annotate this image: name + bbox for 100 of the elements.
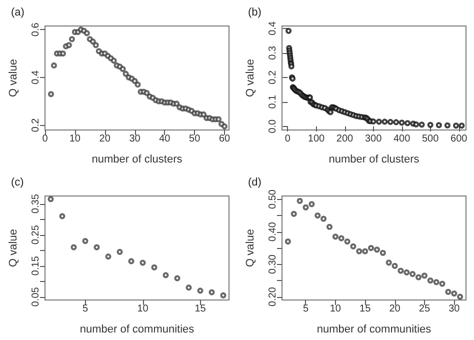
point xyxy=(421,272,428,279)
y-axis-title: Q value xyxy=(244,59,256,97)
point xyxy=(134,82,141,88)
x-tick-label: 600 xyxy=(450,134,468,144)
point xyxy=(302,204,309,210)
point xyxy=(326,224,332,230)
point xyxy=(84,30,90,36)
point xyxy=(122,70,129,77)
point xyxy=(110,58,117,64)
point xyxy=(92,42,99,48)
point xyxy=(60,50,66,56)
x-tick-label: 50 xyxy=(189,134,201,144)
point xyxy=(174,275,180,282)
point xyxy=(216,116,222,122)
point xyxy=(368,245,374,251)
point xyxy=(116,248,123,255)
y-tick-label: 0.25 xyxy=(30,224,42,245)
x-tick-label: 40 xyxy=(159,134,171,144)
y-axis-title: Q value xyxy=(8,229,20,267)
point xyxy=(48,196,54,202)
point xyxy=(404,269,410,276)
x-tick-label: 30 xyxy=(448,304,460,314)
point xyxy=(200,111,207,118)
chart-title: (d) xyxy=(248,176,262,188)
point xyxy=(410,271,416,277)
point xyxy=(208,289,215,296)
y-tick-label: 0.20 xyxy=(268,286,278,306)
y-tick-label: 0.0 xyxy=(268,118,278,134)
point xyxy=(174,100,180,107)
point xyxy=(451,290,458,296)
y-tick-label: 0.35 xyxy=(30,194,42,214)
point xyxy=(374,246,380,253)
point xyxy=(105,254,112,260)
point xyxy=(427,278,434,284)
x-tick-label: 60 xyxy=(218,134,231,144)
x-tick-label: 5 xyxy=(82,304,88,314)
point xyxy=(356,248,362,254)
point xyxy=(308,201,315,208)
x-axis-title: number of clusters xyxy=(328,154,420,166)
point xyxy=(338,235,344,242)
x-axis-title: number of communities xyxy=(80,324,195,336)
point xyxy=(94,244,100,250)
point xyxy=(362,248,368,254)
point xyxy=(314,212,321,218)
point xyxy=(222,123,228,130)
x-tick-label: 20 xyxy=(99,134,111,144)
y-tick-label: 0.4 xyxy=(30,70,42,84)
x-tick-label: 5 xyxy=(302,304,309,314)
x-tick-label: 100 xyxy=(308,134,326,144)
y-axis-title: Q value xyxy=(8,59,20,97)
x-tick-label: 10 xyxy=(137,304,149,314)
x-tick-label: 15 xyxy=(360,304,372,314)
point xyxy=(296,198,303,204)
point xyxy=(90,38,96,45)
point xyxy=(140,260,146,266)
point xyxy=(50,62,57,68)
x-tick-label: 15 xyxy=(194,304,206,314)
y-tick-label: 0.40 xyxy=(268,222,278,242)
x-tick-label: 300 xyxy=(364,134,382,144)
point xyxy=(332,234,338,240)
y-axis-title: Q value xyxy=(244,229,256,267)
chart-title: (a) xyxy=(11,6,24,18)
y-tick-label: 0.3 xyxy=(268,46,278,60)
point xyxy=(380,250,386,256)
y-tick-label: 0.05 xyxy=(30,286,42,307)
y-tick-label: 0.30 xyxy=(268,254,278,274)
point xyxy=(120,66,126,72)
x-tick-label: 10 xyxy=(330,304,342,314)
chart-title: (c) xyxy=(11,176,24,188)
point xyxy=(457,294,464,300)
x-axis-title: number of clusters xyxy=(92,154,183,166)
x-tick-label: 10 xyxy=(69,134,81,144)
y-tick-label: 0.50 xyxy=(268,189,278,209)
y-tick-label: 0.4 xyxy=(268,21,278,36)
point xyxy=(132,78,138,84)
point xyxy=(350,243,356,250)
x-tick-label: 0 xyxy=(42,134,48,144)
point xyxy=(151,264,158,270)
point xyxy=(445,288,452,295)
x-tick-label: 20 xyxy=(389,304,401,314)
y-tick-label: 0.2 xyxy=(268,70,278,84)
point xyxy=(59,213,66,220)
point xyxy=(128,258,134,264)
point xyxy=(439,280,446,287)
x-tick-label: 25 xyxy=(418,304,430,314)
y-tick-label: 0.15 xyxy=(30,256,42,276)
point xyxy=(290,210,297,217)
y-tick-label: 0.1 xyxy=(268,94,278,109)
point xyxy=(392,262,398,269)
y-tick-label: 0.2 xyxy=(30,118,42,132)
x-axis-title: number of communities xyxy=(316,324,432,336)
point xyxy=(320,216,327,222)
point xyxy=(82,238,88,244)
point xyxy=(144,90,150,96)
point xyxy=(197,288,204,294)
x-tick-label: 500 xyxy=(422,134,440,144)
point xyxy=(433,279,440,286)
point xyxy=(284,238,291,244)
y-tick-label: 0.6 xyxy=(30,22,42,37)
x-tick-label: 0 xyxy=(284,134,291,144)
